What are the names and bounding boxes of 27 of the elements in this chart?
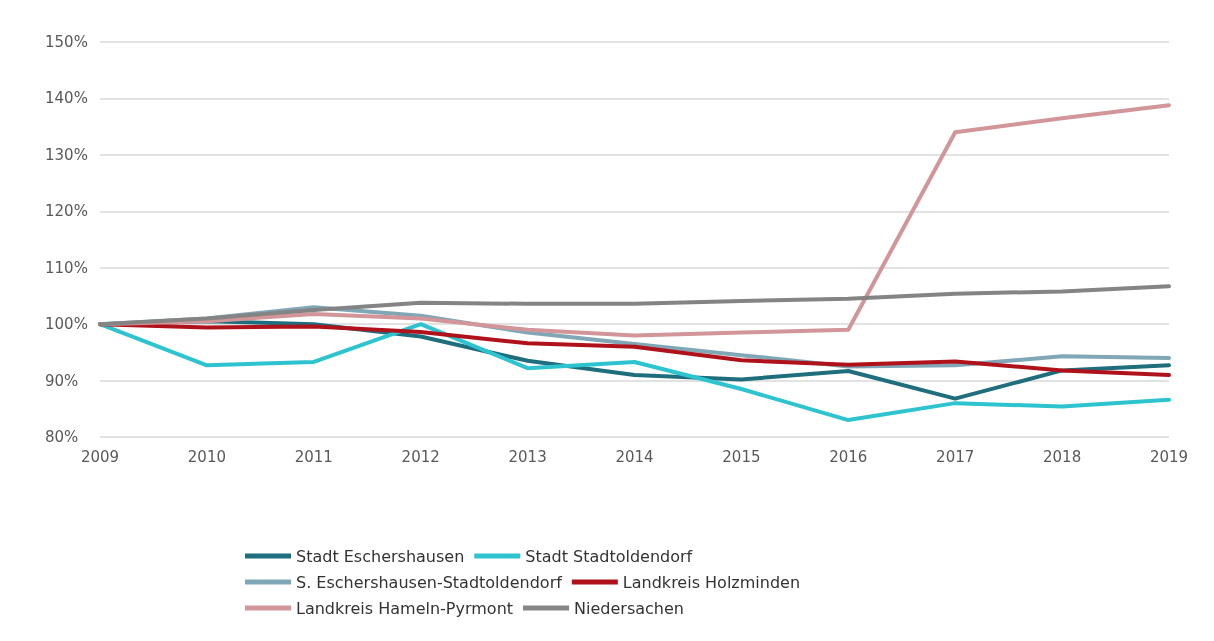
y-tick-label: 140% — [45, 89, 88, 108]
y-tick-label: 90% — [45, 371, 79, 390]
x-tick-label: 2019 — [1149, 447, 1189, 466]
y-tick-label: 130% — [45, 145, 88, 164]
x-tick-label: 2014 — [615, 447, 654, 466]
x-tick-label: 2018 — [1043, 447, 1082, 466]
x-tick-label: 2010 — [187, 447, 226, 466]
line-series — [98, 322, 1171, 423]
x-tick-label: 2013 — [508, 447, 547, 466]
x-tick-label: 2015 — [722, 447, 761, 466]
y-tick-label: 80% — [45, 428, 79, 446]
legend-label: Stadt Eschershausen — [296, 546, 465, 566]
x-tick-label: 2011 — [294, 447, 333, 466]
x-tick-label: 2017 — [936, 447, 975, 466]
y-tick-label: 150% — [45, 33, 88, 51]
x-tick-label: 2012 — [401, 447, 440, 466]
x-tick-label: 2009 — [80, 447, 120, 466]
line-series — [98, 284, 1171, 327]
legend-label: Landkreis Hameln-Pyrmont — [296, 598, 514, 618]
x-tick-label: 2016 — [829, 447, 868, 466]
y-tick-label: 100% — [45, 315, 88, 334]
legend-label: Stadt Stadtoldendorf — [525, 546, 693, 566]
legend-label: S. Eschershausen-Stadtoldendorf — [296, 572, 563, 592]
y-tick-label: 120% — [45, 202, 88, 221]
legend-label: Landkreis Holzminden — [622, 572, 801, 592]
y-tick-label: 110% — [45, 258, 88, 277]
legend-label: Niedersachen — [574, 598, 684, 618]
